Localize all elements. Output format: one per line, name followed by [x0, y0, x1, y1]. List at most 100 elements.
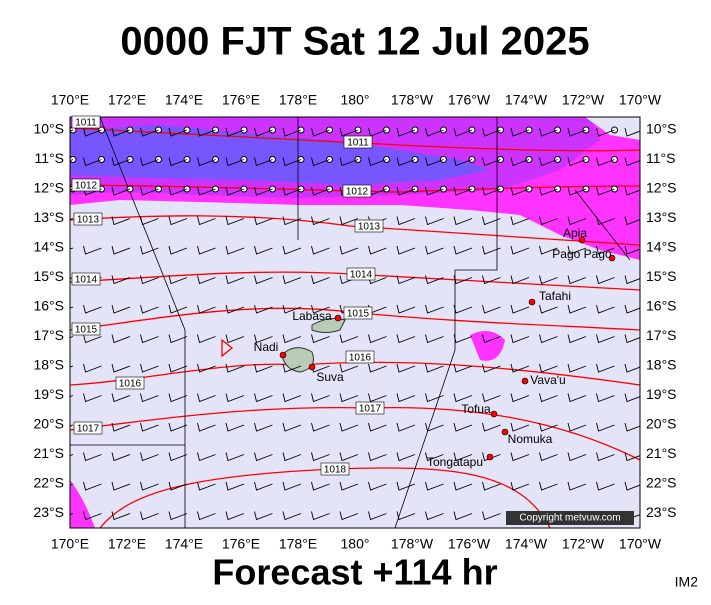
isobar-label-box	[73, 421, 103, 435]
wind-barb	[254, 452, 273, 462]
wind-barb	[282, 304, 302, 314]
isobar-label-box	[320, 462, 350, 476]
isobar-label: 1015	[347, 309, 370, 320]
lon-label: 170°W	[619, 92, 662, 108]
copyright: Copyright metvuw.com	[519, 513, 620, 524]
wind-barb	[510, 127, 530, 137]
wind-barb	[396, 186, 416, 196]
wind-barb	[425, 452, 444, 462]
wind-barb	[282, 363, 302, 373]
lat-label: 14°S	[646, 239, 677, 255]
place-dot	[308, 363, 316, 371]
wind-barb	[111, 186, 131, 196]
wind-barb	[396, 334, 416, 344]
lat-label: 18°S	[646, 357, 677, 373]
isobar-label: 1016	[349, 353, 372, 364]
lat-label: 10°S	[646, 121, 677, 137]
isobar-label: 1012	[346, 187, 369, 198]
lon-label: 178°W	[391, 92, 434, 108]
wind-barb	[339, 481, 359, 491]
lon-label: 180°	[341, 536, 370, 552]
wind-barb	[539, 245, 558, 255]
wind-barb	[339, 511, 359, 521]
isobar-label: 1016	[119, 379, 142, 390]
wind-barb	[282, 334, 302, 344]
wind-barb	[596, 422, 615, 432]
wind-barb	[368, 245, 387, 255]
wind-barb	[510, 157, 530, 167]
wind-barb	[624, 452, 640, 462]
place-label: Tofua	[461, 402, 491, 416]
isobar-label: 1015	[75, 325, 98, 336]
wind-barb	[111, 422, 131, 432]
wind-barb	[453, 422, 473, 432]
wind-barb	[168, 304, 188, 314]
place-label: Vava'u	[530, 373, 565, 387]
place-dot	[528, 298, 536, 306]
wind-barb	[254, 363, 273, 373]
lat-label: 15°S	[33, 268, 64, 284]
wind-barb	[453, 216, 473, 226]
wind-barb	[396, 422, 416, 432]
lon-label: 170°E	[51, 536, 89, 552]
wind-barb	[254, 157, 273, 167]
wind-barb	[624, 157, 640, 167]
place-dot	[490, 410, 498, 418]
wind-barb	[396, 275, 416, 285]
isobar-label-box	[343, 306, 373, 320]
lat-label: 23°S	[33, 504, 64, 520]
wind-barb	[311, 157, 330, 167]
isobar-label: 1013	[358, 222, 381, 233]
wind-barb	[197, 393, 216, 403]
wind-barb	[339, 127, 359, 137]
wind-barb	[425, 334, 444, 344]
wind-barb	[596, 363, 615, 373]
wind-barb	[425, 216, 444, 226]
wind-barb	[254, 216, 273, 226]
wind-barb	[225, 334, 245, 344]
wind-barb	[254, 422, 273, 432]
wind-barb	[197, 334, 216, 344]
wind-barb	[168, 422, 188, 432]
wind-barb	[368, 422, 387, 432]
wind-barb	[254, 481, 273, 491]
wind-barb	[396, 393, 416, 403]
wind-barb	[539, 216, 558, 226]
wind-barb	[168, 363, 188, 373]
wind-barb	[225, 481, 245, 491]
wind-barb	[339, 157, 359, 167]
wind-barb	[339, 334, 359, 344]
copyright-box	[506, 511, 634, 525]
wind-barb	[453, 452, 473, 462]
wind-barb	[197, 304, 216, 314]
wind-barb	[83, 511, 102, 521]
wind-barb	[396, 127, 416, 137]
wind-barb	[83, 363, 102, 373]
wind-barb	[225, 304, 245, 314]
wind-barb	[567, 452, 587, 462]
wind-barb	[83, 334, 102, 344]
wind-barb	[282, 422, 302, 432]
lon-label: 180°	[341, 92, 370, 108]
wind-barb	[83, 393, 102, 403]
lon-label: 176°W	[448, 92, 491, 108]
wind-barb	[140, 452, 159, 462]
wind-barb	[339, 363, 359, 373]
isobar-label: 1011	[347, 138, 369, 149]
wind-barb	[197, 481, 216, 491]
lon-label: 178°E	[279, 92, 317, 108]
lat-label: 21°S	[646, 445, 677, 461]
wind-barb	[197, 422, 216, 432]
footer: Forecast +114 hr	[212, 552, 497, 593]
wind-barb	[368, 157, 387, 167]
lat-label: 12°S	[33, 180, 64, 196]
wind-barb	[539, 481, 558, 491]
wind-barb	[339, 393, 359, 403]
isobar-label-box	[71, 272, 101, 286]
wind-barb	[197, 157, 216, 167]
place-label: Labasa	[292, 309, 332, 323]
wind-barb	[539, 334, 558, 344]
wind-barb	[168, 157, 188, 167]
wind-barb	[396, 363, 416, 373]
wind-barb	[254, 511, 273, 521]
